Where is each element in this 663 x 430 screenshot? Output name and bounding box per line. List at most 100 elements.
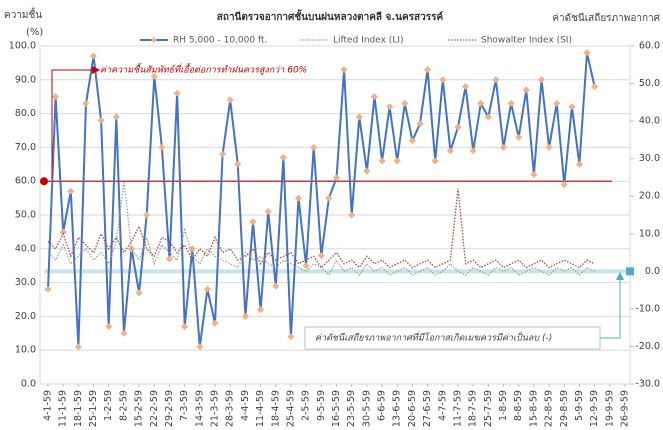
x-tick-label: 25-7-59 xyxy=(483,390,494,427)
x-tick-label: 29-8-59 xyxy=(559,390,570,427)
x-tick-label: 18-7-59 xyxy=(468,390,479,427)
annotation: ค่าดัชนีเสถียรภาพอากาศที่มีโอกาสเกิดเมฆค… xyxy=(315,331,552,344)
series-line xyxy=(47,181,595,277)
x-tick-label: 25-4-59 xyxy=(285,390,296,427)
data-point xyxy=(560,181,568,189)
y-tick-label: 30.0 xyxy=(15,277,36,288)
data-point xyxy=(424,66,432,74)
data-point xyxy=(97,116,105,124)
data-point xyxy=(492,76,500,84)
data-point xyxy=(401,99,409,108)
y-tick-label: 0.0 xyxy=(21,379,36,390)
y2-tick-label: -20.0 xyxy=(635,341,660,352)
y2-tick-label: 20.0 xyxy=(639,191,660,202)
data-point xyxy=(515,133,523,141)
data-point xyxy=(74,343,82,351)
x-tick-label: 18-4-59 xyxy=(270,390,281,427)
data-point xyxy=(446,147,454,155)
data-point xyxy=(462,83,470,91)
x-tick-label: 11-1-59 xyxy=(58,390,69,427)
x-tick-label: 15-8-59 xyxy=(528,390,539,427)
data-point xyxy=(59,228,67,236)
x-tick-label: 4-4-59 xyxy=(240,390,251,421)
x-tick-label: 20-6-59 xyxy=(407,390,418,427)
plot-area: 0.0 10.0 20.0 30.0 40.0 50.0 60.0 70.0 80.0 90.0 1… xyxy=(9,41,660,428)
data-point xyxy=(143,211,151,219)
y-tick-label: 10.0 xyxy=(15,345,36,356)
data-point xyxy=(416,120,424,128)
data-point xyxy=(332,174,341,182)
data-point xyxy=(181,322,189,331)
x-tick-label: 9-5-59 xyxy=(316,390,327,421)
data-point xyxy=(477,99,485,108)
data-point xyxy=(408,137,416,145)
x-tick-label: 14-3-59 xyxy=(194,390,205,427)
data-point xyxy=(317,252,325,260)
y2-tick-label: 10.0 xyxy=(639,228,660,239)
annotation-arrow-head xyxy=(616,272,624,280)
data-point xyxy=(105,322,113,331)
y-tick-label: 80.0 xyxy=(15,108,36,119)
x-tick-label: 1-2-59 xyxy=(103,390,114,421)
data-point xyxy=(249,218,257,226)
reference-marker xyxy=(40,177,48,186)
data-point xyxy=(112,113,120,121)
y2-tick-label: 30.0 xyxy=(639,153,660,164)
data-point xyxy=(355,113,363,121)
data-point xyxy=(454,123,462,131)
data-point xyxy=(431,157,439,165)
data-point xyxy=(348,211,356,219)
x-tick-label: 12-9-59 xyxy=(589,390,600,427)
data-point xyxy=(378,157,386,165)
data-point xyxy=(52,93,60,101)
legend-label: Showalter Index (SI) xyxy=(481,36,572,46)
data-point xyxy=(522,86,530,94)
data-point xyxy=(439,76,447,84)
data-point xyxy=(553,99,561,108)
y2-tick-label: 50.0 xyxy=(639,78,660,89)
x-tick-label: 26-9-59 xyxy=(620,390,631,427)
x-tick-label: 30-5-59 xyxy=(361,390,372,427)
x-tick-label: 11-7-59 xyxy=(452,390,463,427)
data-point xyxy=(469,147,477,155)
y2-tick-label: -30.0 xyxy=(635,379,660,390)
x-tick-label: 22-8-59 xyxy=(544,390,555,427)
data-point xyxy=(537,76,546,84)
annotation-arrow xyxy=(51,69,92,178)
data-point xyxy=(575,160,584,168)
data-point xyxy=(173,89,181,97)
y-tick-label: 20.0 xyxy=(15,311,36,322)
y2-tick-label: 40.0 xyxy=(639,116,660,127)
reference-marker xyxy=(626,267,634,276)
x-tick-label: 19-9-59 xyxy=(604,390,615,427)
x-tick-label: 15-2-59 xyxy=(134,390,145,427)
y-tick-label: 50.0 xyxy=(15,210,36,221)
y-tick-label: 60.0 xyxy=(15,176,36,187)
x-tick-label: 6-6-59 xyxy=(377,390,388,421)
data-point xyxy=(219,150,227,158)
data-point xyxy=(135,289,143,297)
data-point xyxy=(44,285,52,293)
data-point xyxy=(363,167,371,175)
annotation-arrow xyxy=(600,276,621,339)
data-point xyxy=(158,143,166,151)
x-tick-label: 27-6-59 xyxy=(422,390,433,427)
data-point xyxy=(226,96,234,104)
chart-title: สถานีตรวจอากาศชั้นบนฝนหลวงตาคลี จ.นครสวร… xyxy=(217,9,444,23)
data-point xyxy=(211,319,219,327)
data-point xyxy=(82,99,90,108)
x-tick-label: 16-5-59 xyxy=(331,390,342,427)
y2-tick-label: -10.0 xyxy=(635,303,660,314)
data-point xyxy=(507,99,515,108)
data-point xyxy=(257,306,265,314)
data-point xyxy=(393,157,401,165)
x-tick-label: 13-6-59 xyxy=(392,390,403,427)
annotation: ค่าความชื้นสัมพัทธ์ที่เอื้อต่อการทำฝนควร… xyxy=(100,63,307,76)
x-tick-label: 4-7-59 xyxy=(437,390,448,421)
data-point xyxy=(203,285,211,293)
y2-axis-title: ค่าดัชนีเสถียรภาพอากาศ xyxy=(552,12,660,24)
data-point xyxy=(120,329,128,337)
data-point xyxy=(310,143,318,151)
data-point xyxy=(484,113,492,121)
x-tick-label: 29-2-59 xyxy=(164,390,175,427)
